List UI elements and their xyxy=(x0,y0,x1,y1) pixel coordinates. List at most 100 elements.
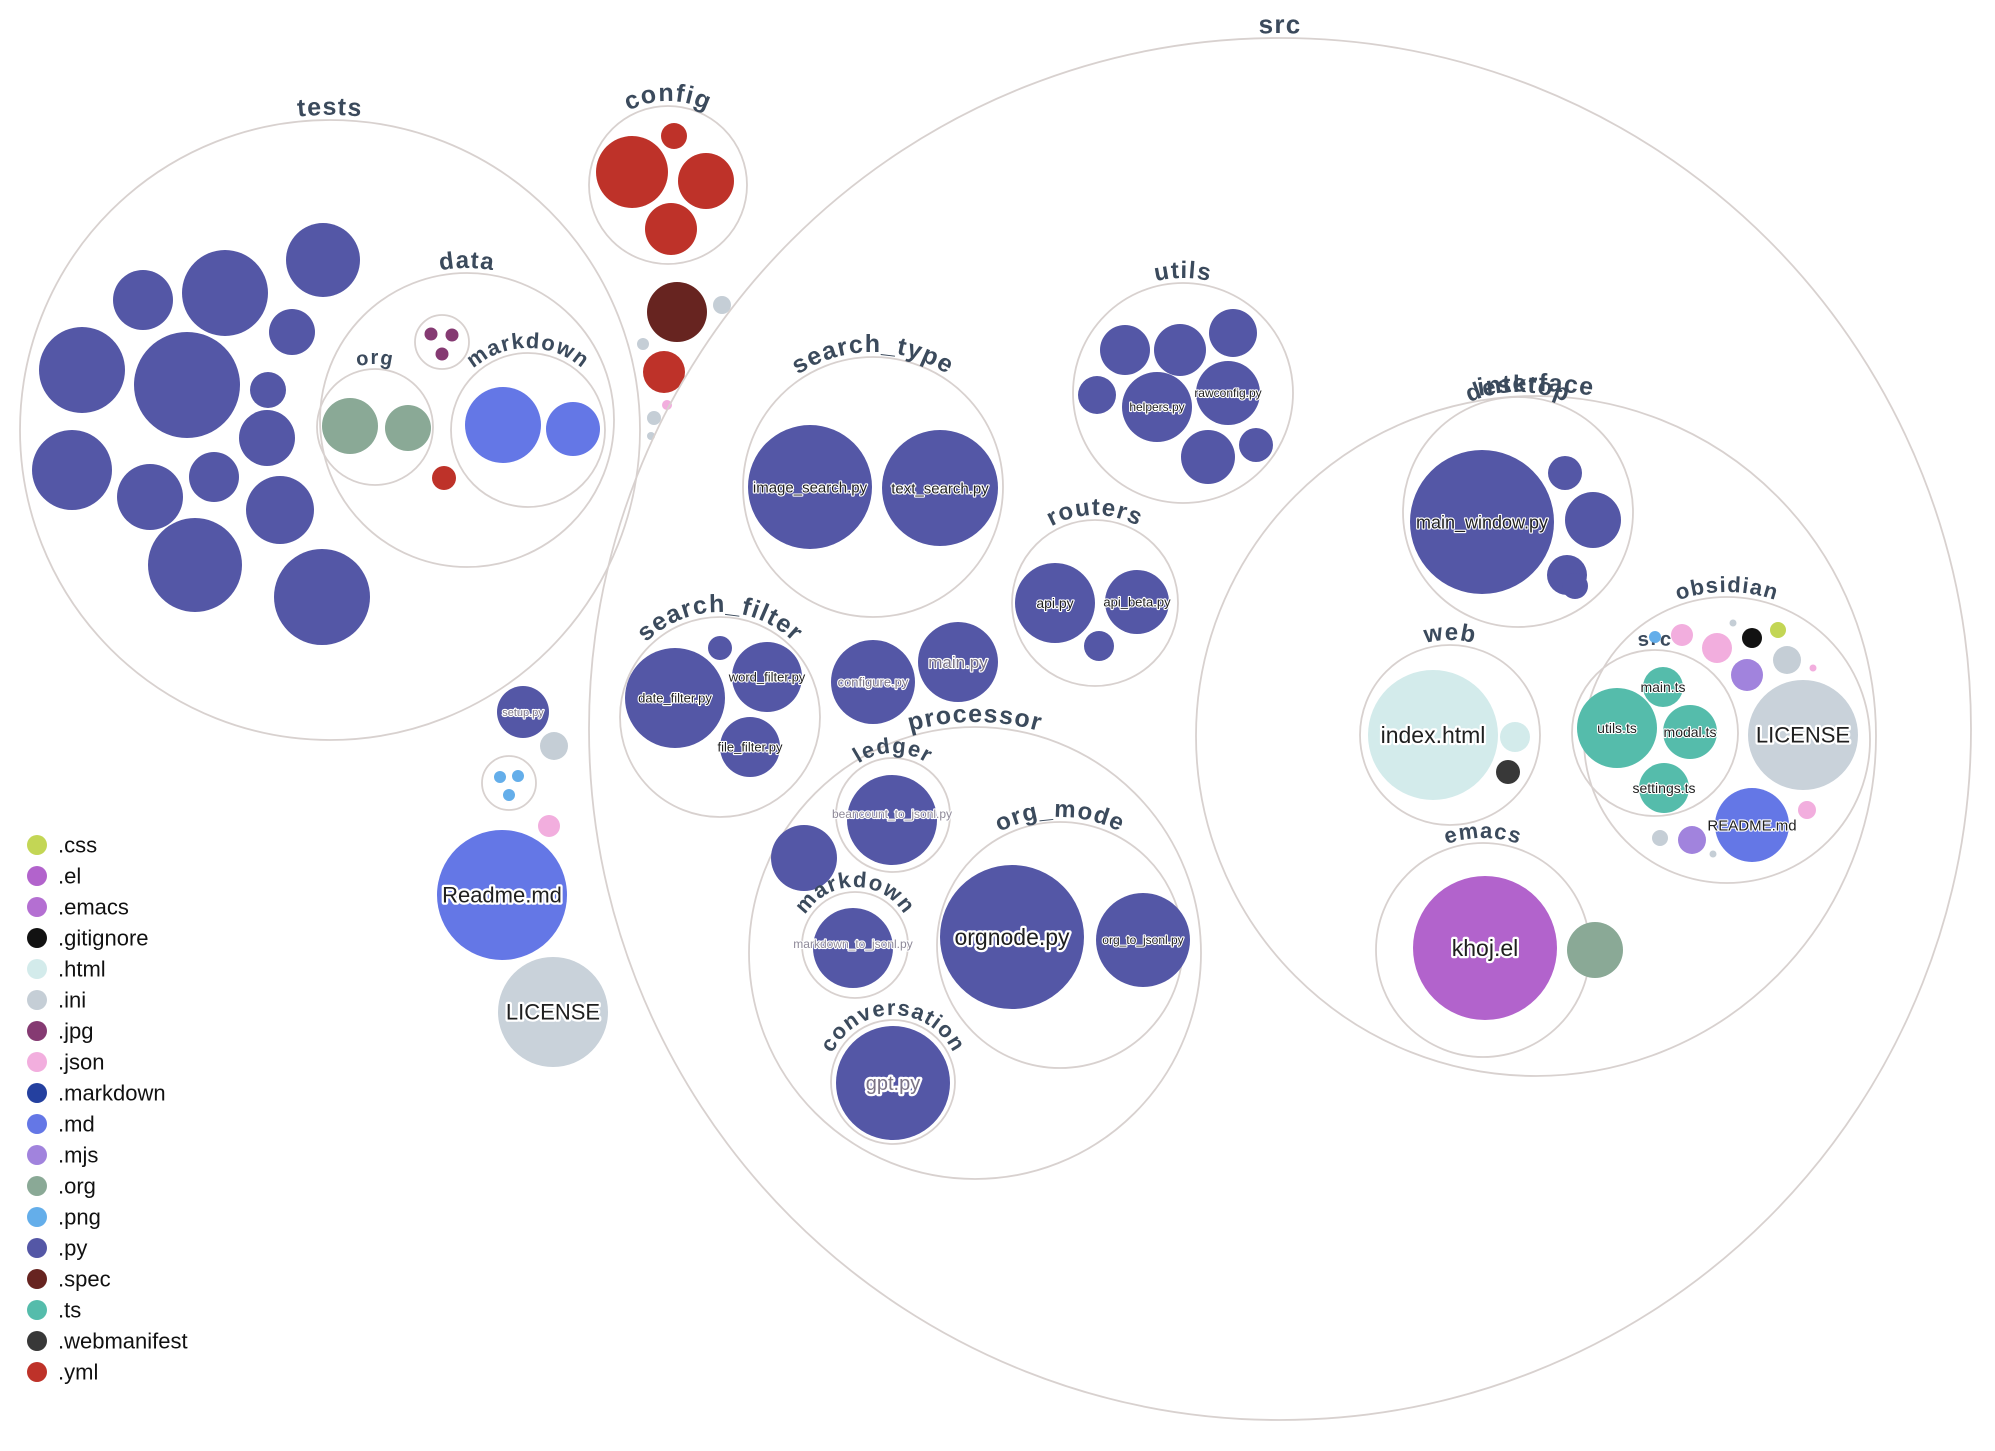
file-label-modal.ts: modal.ts xyxy=(1664,724,1717,740)
file-dot.py xyxy=(113,270,173,330)
folder-unnamed xyxy=(481,755,537,811)
legend-label-gitignore: .gitignore xyxy=(58,925,149,950)
legend-item-markdown: .markdown xyxy=(27,1080,166,1105)
folder-data xyxy=(319,272,615,568)
file-label-configure.py: configure.py xyxy=(838,675,909,690)
file-dot.json xyxy=(1809,664,1817,672)
file-dot.json xyxy=(538,815,560,837)
file-label-word_filter.py: word_filter.py xyxy=(728,670,806,685)
file-dot.json xyxy=(662,400,672,410)
file-dot.py xyxy=(1154,324,1206,376)
folder-label-emacs: emacs xyxy=(1441,818,1525,849)
file-dot.json xyxy=(1798,801,1816,819)
file-dot.yml xyxy=(661,123,687,149)
legend-label-json: .json xyxy=(58,1049,104,1074)
file-dot.ini xyxy=(1729,619,1737,627)
folder-label-tests: tests xyxy=(296,93,364,123)
file-label-image_search.py: image_search.py xyxy=(753,479,868,496)
legend-label-webmanifest: .webmanifest xyxy=(58,1328,188,1353)
file-dot.py xyxy=(148,518,242,612)
file-label-LICENSE: LICENSE xyxy=(506,1000,600,1025)
legend-swatch-webmanifest xyxy=(27,1331,47,1351)
file-dot.yml xyxy=(645,203,697,255)
file-README.md xyxy=(1715,788,1789,862)
legend-swatch-yml xyxy=(27,1362,47,1382)
folder-label-ledger: ledger xyxy=(848,733,937,768)
file-dot.py xyxy=(250,372,286,408)
legend-item-jpg: .jpg xyxy=(27,1018,93,1043)
file-dot.md xyxy=(546,402,600,456)
file-label-markdown_to_jsonl.py: markdown_to_jsonl.py xyxy=(793,937,912,951)
legend-item-el: .el xyxy=(27,863,81,888)
file-api_beta.py xyxy=(1105,570,1169,634)
file-label-setup.py: setup.py xyxy=(502,707,544,719)
file-label-helpers.py: helpers.py xyxy=(1129,400,1184,414)
folder-routers xyxy=(1011,519,1179,687)
file-utils.ts xyxy=(1577,688,1657,768)
file-label-gpt.py: gpt.py xyxy=(866,1073,920,1095)
file-label-api_beta.py: api_beta.py xyxy=(1103,595,1171,610)
folder-label-search_type: search_type xyxy=(787,330,960,380)
file-label-main.ts: main.ts xyxy=(1640,679,1685,695)
legend-swatch-gitignore xyxy=(27,928,47,948)
legend-label-ini: .ini xyxy=(58,987,86,1012)
folder-search_type xyxy=(742,356,1004,618)
file-dot.py xyxy=(182,250,268,336)
legend-item-yml: .yml xyxy=(27,1359,98,1384)
file-label-LICENSE: LICENSE xyxy=(1756,723,1850,748)
file-dot.mjs xyxy=(1678,826,1706,854)
folder-search_filter xyxy=(619,616,821,818)
file-LICENSE xyxy=(498,957,608,1067)
legend-swatch-png xyxy=(27,1207,47,1227)
file-label-beancount_to_jsonl.py: beancount_to_jsonl.py xyxy=(832,807,952,821)
folder-utils xyxy=(1072,282,1294,504)
legend-swatch-md xyxy=(27,1114,47,1134)
file-dot.webmanifest xyxy=(1496,760,1520,784)
folder-ledger xyxy=(835,757,951,873)
file-label-text_search.py: text_search.py xyxy=(891,480,989,497)
file-dot.gitignore xyxy=(1742,628,1762,648)
folder-label-markdown: markdown xyxy=(462,328,595,373)
legend-label-el: .el xyxy=(58,863,81,888)
file-dot.py xyxy=(239,410,295,466)
folder-desktop xyxy=(1402,396,1634,628)
folder-tests xyxy=(19,119,641,741)
legend-label-markdown: .markdown xyxy=(58,1080,166,1105)
folder-label-web: web xyxy=(1421,619,1479,649)
legend-item-webmanifest: .webmanifest xyxy=(27,1328,188,1353)
file-dot.py xyxy=(39,327,125,413)
file-dot.py xyxy=(1078,376,1116,414)
file-dot.py xyxy=(189,452,239,502)
folder-processor xyxy=(748,726,1202,1180)
file-label-main_window.py: main_window.py xyxy=(1416,512,1548,533)
folder-label-config: config xyxy=(620,79,716,116)
legend-swatch-markdown xyxy=(27,1083,47,1103)
legend-item-mjs: .mjs xyxy=(27,1142,98,1167)
file-dot.png xyxy=(1649,631,1661,643)
file-dot.py xyxy=(1548,456,1582,490)
file-dot.mjs xyxy=(1731,659,1763,691)
file-main_window.py xyxy=(1410,450,1554,594)
legend-swatch-spec xyxy=(27,1269,47,1289)
folder-label-processor: processor xyxy=(905,700,1046,737)
legend-item-css: .css xyxy=(27,832,97,857)
folder-label-org: org xyxy=(354,347,396,371)
legend-label-jpg: .jpg xyxy=(58,1018,93,1043)
file-dot.py xyxy=(134,332,240,438)
file-label-main.py: main.py xyxy=(928,653,988,672)
folder-interface xyxy=(1195,395,1877,1077)
file-dot.spec xyxy=(647,282,707,342)
legend-label-emacs: .emacs xyxy=(58,894,129,919)
folder-markdown xyxy=(450,352,606,508)
file-label-settings.ts: settings.ts xyxy=(1632,780,1695,796)
file-dot.py xyxy=(286,223,360,297)
file-Readme.md xyxy=(437,830,567,960)
legend-item-json: .json xyxy=(27,1049,104,1074)
file-markdown_to_jsonl.py xyxy=(813,908,893,988)
file-dot.jpg xyxy=(435,347,449,361)
legend-label-ts: .ts xyxy=(58,1297,81,1322)
legend-item-md: .md xyxy=(27,1111,95,1136)
file-dot.py xyxy=(771,825,837,891)
extension-legend: .css .el .emacs .gitignore .html .ini .jpg .jso… xyxy=(27,832,188,1384)
file-dot.jpg xyxy=(424,327,438,341)
